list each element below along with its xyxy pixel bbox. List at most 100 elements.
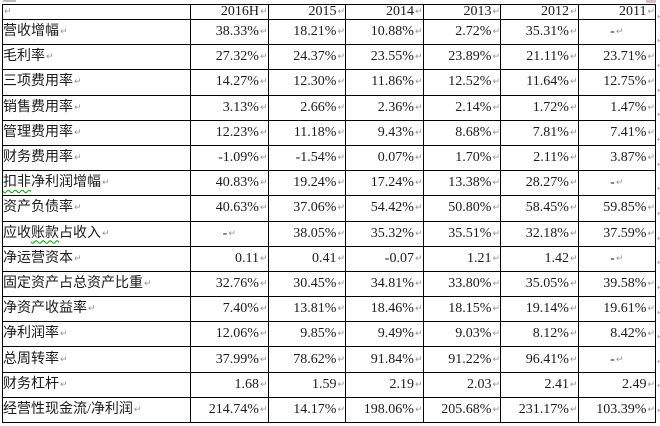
value-cell[interactable]: 24.37%↵: [267, 44, 346, 71]
value-cell[interactable]: -↵: [577, 18, 656, 46]
value-cell[interactable]: 2.11%↵: [500, 144, 579, 172]
value-cell[interactable]: 1.42↵: [500, 245, 579, 272]
year-header-cell[interactable]: 2013↵: [422, 4, 501, 20]
value-cell[interactable]: 78.62%↵: [267, 346, 346, 373]
value-cell[interactable]: 12.75%↵: [577, 69, 656, 96]
value-cell[interactable]: 1.68↵: [190, 371, 269, 398]
metric-label-cell[interactable]: 扣非净利润增幅↵: [2, 170, 191, 197]
value-cell[interactable]: 10.88%↵: [345, 18, 424, 46]
value-cell[interactable]: 34.81%↵: [345, 270, 424, 298]
value-cell[interactable]: 12.23%↵: [190, 119, 269, 146]
value-cell[interactable]: 0.41↵: [267, 245, 346, 272]
value-cell[interactable]: 231.17%↵: [500, 396, 579, 424]
value-cell[interactable]: 19.24%↵: [267, 170, 346, 197]
value-cell[interactable]: 35.31%↵: [500, 18, 579, 46]
value-cell[interactable]: 14.17%↵: [267, 396, 346, 424]
value-cell[interactable]: 18.46%↵: [345, 296, 424, 323]
value-cell[interactable]: 3.13%↵: [190, 94, 269, 121]
value-cell[interactable]: 2.19↵: [345, 371, 424, 398]
value-cell[interactable]: 19.61%↵: [577, 296, 656, 323]
value-cell[interactable]: 12.06%↵: [190, 321, 269, 348]
value-cell[interactable]: 0.11↵: [190, 245, 269, 272]
value-cell[interactable]: -1.09%↵: [190, 144, 269, 172]
metric-label-cell[interactable]: 固定资产占总资产比重↵: [2, 270, 191, 298]
value-cell[interactable]: 7.81%↵: [500, 119, 579, 146]
value-cell[interactable]: 35.05%↵: [500, 270, 579, 298]
value-cell[interactable]: 27.32%↵: [190, 44, 269, 71]
value-cell[interactable]: 40.83%↵: [190, 170, 269, 197]
value-cell[interactable]: 9.03%↵: [422, 321, 501, 348]
value-cell[interactable]: 91.22%↵: [422, 346, 501, 373]
value-cell[interactable]: 7.41%↵: [577, 119, 656, 146]
metric-label-cell[interactable]: 营收增幅↵: [2, 18, 191, 46]
value-cell[interactable]: -↵: [190, 220, 269, 247]
value-cell[interactable]: -0.07↵: [345, 245, 424, 272]
value-cell[interactable]: 32.18%↵: [500, 220, 579, 247]
metric-label-cell[interactable]: 财务杠杆↵: [2, 371, 191, 398]
value-cell[interactable]: 14.27%↵: [190, 69, 269, 96]
metric-label-cell[interactable]: 资产负债率↵: [2, 195, 191, 222]
metric-label-cell[interactable]: 净资产收益率↵: [2, 296, 191, 323]
value-cell[interactable]: 1.47%↵: [577, 94, 656, 121]
value-cell[interactable]: 91.84%↵: [345, 346, 424, 373]
year-header-cell[interactable]: 2011↵: [577, 4, 656, 20]
value-cell[interactable]: 38.05%↵: [267, 220, 346, 247]
value-cell[interactable]: 33.80%↵: [422, 270, 501, 298]
year-header-cell[interactable]: 2015↵: [267, 4, 346, 20]
value-cell[interactable]: 1.70%↵: [422, 144, 501, 172]
value-cell[interactable]: 40.63%↵: [190, 195, 269, 222]
value-cell[interactable]: 37.06%↵: [267, 195, 346, 222]
value-cell[interactable]: 13.38%↵: [422, 170, 501, 197]
value-cell[interactable]: 9.85%↵: [267, 321, 346, 348]
value-cell[interactable]: 2.14%↵: [422, 94, 501, 121]
value-cell[interactable]: 8.12%↵: [500, 321, 579, 348]
value-cell[interactable]: 38.33%↵: [190, 18, 269, 46]
value-cell[interactable]: 37.99%↵: [190, 346, 269, 373]
value-cell[interactable]: 3.87%↵: [577, 144, 656, 172]
year-header-cell[interactable]: 2012↵: [500, 4, 579, 20]
year-header-cell[interactable]: 2014↵: [345, 4, 424, 20]
value-cell[interactable]: 30.45%↵: [267, 270, 346, 298]
value-cell[interactable]: 2.72%↵: [422, 18, 501, 46]
metric-label-cell[interactable]: 财务费用率↵: [2, 144, 191, 172]
value-cell[interactable]: 13.81%↵: [267, 296, 346, 323]
metric-label-cell[interactable]: 销售费用率↵: [2, 94, 191, 121]
value-cell[interactable]: 1.72%↵: [500, 94, 579, 121]
value-cell[interactable]: 35.51%↵: [422, 220, 501, 247]
value-cell[interactable]: 205.68%↵: [422, 396, 501, 424]
metric-label-cell[interactable]: 毛利率↵: [2, 44, 191, 71]
year-header-cell[interactable]: 2016H↵: [190, 4, 269, 20]
value-cell[interactable]: 103.39%↵: [577, 396, 656, 424]
value-cell[interactable]: 18.21%↵: [267, 18, 346, 46]
value-cell[interactable]: 37.59%↵: [577, 220, 656, 247]
value-cell[interactable]: 11.18%↵: [267, 119, 346, 146]
value-cell[interactable]: 18.15%↵: [422, 296, 501, 323]
value-cell[interactable]: 2.41↵: [500, 371, 579, 398]
value-cell[interactable]: 50.80%↵: [422, 195, 501, 222]
value-cell[interactable]: 9.49%↵: [345, 321, 424, 348]
value-cell[interactable]: 9.43%↵: [345, 119, 424, 146]
metric-label-cell[interactable]: 净利润率↵: [2, 321, 191, 348]
value-cell[interactable]: 96.41%↵: [500, 346, 579, 373]
value-cell[interactable]: 0.07%↵: [345, 144, 424, 172]
value-cell[interactable]: 2.66%↵: [267, 94, 346, 121]
value-cell[interactable]: -↵: [577, 170, 656, 197]
value-cell[interactable]: 11.64%↵: [500, 69, 579, 96]
value-cell[interactable]: 28.27%↵: [500, 170, 579, 197]
value-cell[interactable]: 198.06%↵: [345, 396, 424, 424]
value-cell[interactable]: 214.74%↵: [190, 396, 269, 424]
metric-label-cell[interactable]: 管理费用率↵: [2, 119, 191, 146]
value-cell[interactable]: 21.11%↵: [500, 44, 579, 71]
value-cell[interactable]: 23.55%↵: [345, 44, 424, 71]
value-cell[interactable]: 8.42%↵: [577, 321, 656, 348]
corner-cell[interactable]: ↵: [2, 4, 191, 20]
value-cell[interactable]: 8.68%↵: [422, 119, 501, 146]
metric-label-cell[interactable]: 净运营资本↵: [2, 245, 191, 272]
value-cell[interactable]: 11.86%↵: [345, 69, 424, 96]
value-cell[interactable]: 12.30%↵: [267, 69, 346, 96]
value-cell[interactable]: -1.54%↵: [267, 144, 346, 172]
value-cell[interactable]: 23.89%↵: [422, 44, 501, 71]
value-cell[interactable]: 1.59↵: [267, 371, 346, 398]
value-cell[interactable]: -↵: [577, 346, 656, 373]
value-cell[interactable]: 2.49↵: [577, 371, 656, 398]
